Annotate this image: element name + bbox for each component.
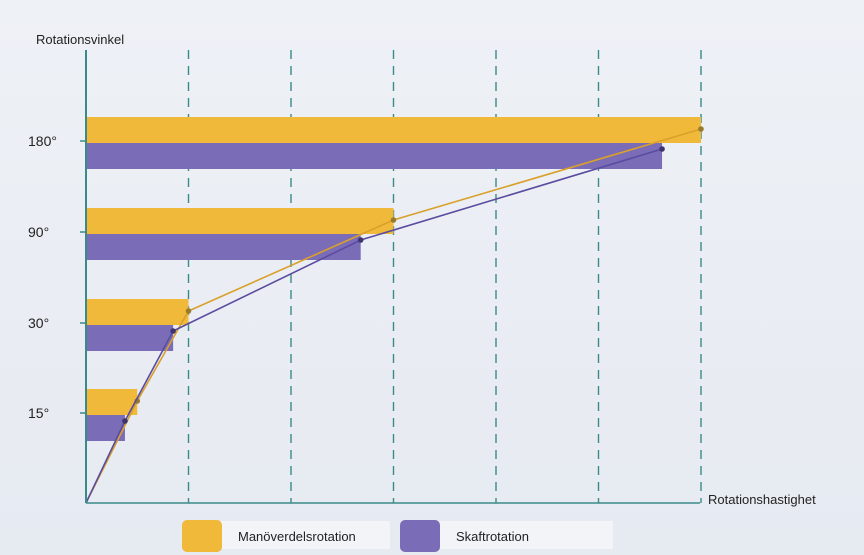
bar-manoverdelsrotation-30 bbox=[86, 299, 189, 325]
trend-point-skaftrotation-3 bbox=[659, 146, 665, 152]
legend-bg-0 bbox=[220, 521, 390, 549]
gridlines bbox=[187, 50, 702, 503]
axes bbox=[85, 50, 700, 504]
legend-label-1: Skaftrotation bbox=[456, 529, 529, 544]
bar-manoverdelsrotation-90 bbox=[86, 208, 394, 234]
legend-swatch-1 bbox=[400, 520, 440, 552]
legend-bg-1 bbox=[438, 521, 613, 549]
bar-skaftrotation-30 bbox=[86, 325, 174, 351]
trend-lines bbox=[85, 126, 704, 504]
bar-skaftrotation-180 bbox=[86, 143, 663, 169]
x-axis-title: Rotationshastighet bbox=[708, 492, 816, 507]
legend-label-0: Manöverdelsrotation bbox=[238, 529, 356, 544]
trend-point-skaftrotation-2 bbox=[357, 237, 364, 243]
legend-swatch-0 bbox=[182, 520, 222, 552]
trend-point-manoverdelsrotation-2 bbox=[390, 217, 397, 223]
trend-point-manoverdelsrotation-1 bbox=[185, 308, 192, 314]
bar-skaftrotation-90 bbox=[86, 234, 361, 260]
bar-manoverdelsrotation-180 bbox=[86, 117, 701, 143]
y-tick-label-30: 30° bbox=[28, 315, 49, 331]
y-tick-label-90: 90° bbox=[28, 224, 49, 240]
y-axis-title: Rotationsvinkel bbox=[36, 32, 124, 47]
legend: Manöverdelsrotation Skaftrotation bbox=[182, 520, 613, 552]
y-tick-label-180: 180° bbox=[28, 133, 57, 149]
trend-point-skaftrotation-0 bbox=[122, 418, 128, 424]
trend-point-manoverdelsrotation-3 bbox=[698, 126, 704, 132]
trend-point-skaftrotation-1 bbox=[170, 328, 176, 334]
y-tick-label-15: 15° bbox=[28, 405, 49, 421]
y-tick-labels: 15° 30° 90° 180° bbox=[28, 133, 86, 421]
bar-manoverdelsrotation-15 bbox=[86, 389, 138, 415]
